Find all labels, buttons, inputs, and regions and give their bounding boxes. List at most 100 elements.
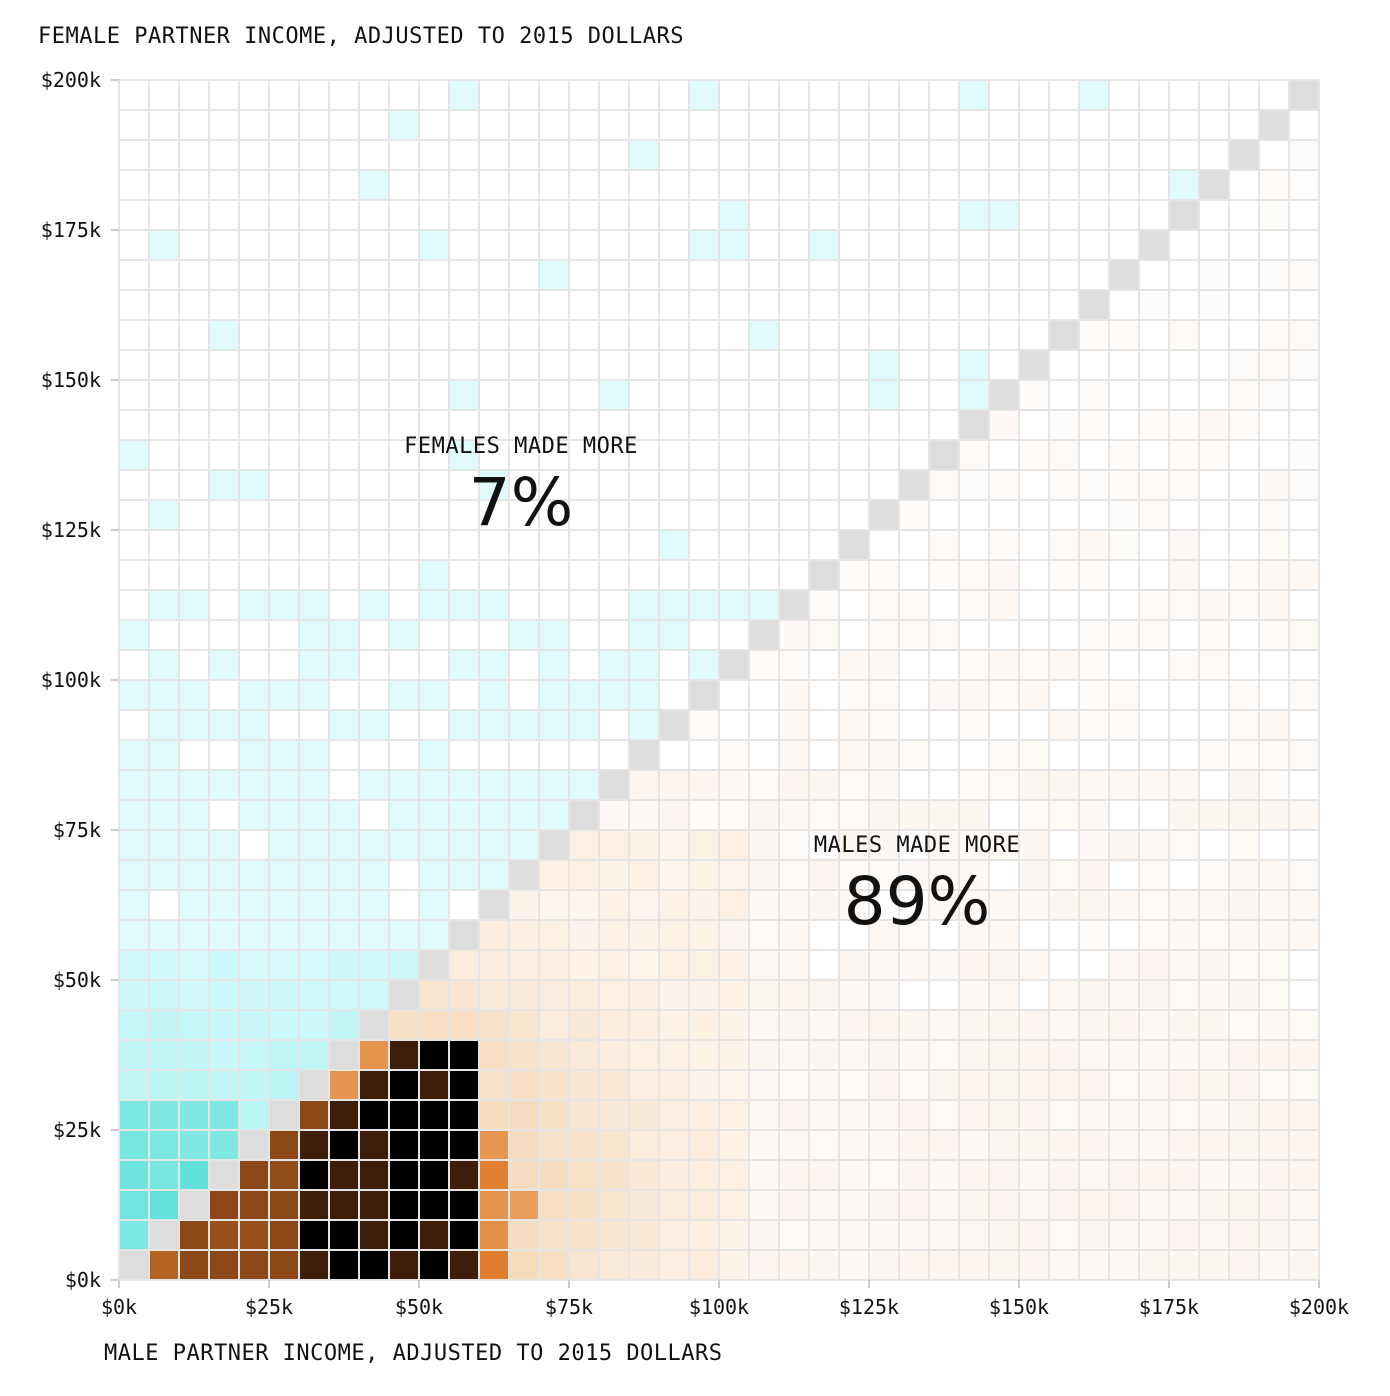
heatmap-cell: [868, 229, 900, 261]
y-tick-label: $100k: [41, 668, 101, 692]
heatmap-cell: [658, 79, 690, 111]
heatmap-cell: [928, 1099, 960, 1131]
heatmap-cell: [898, 619, 930, 651]
heatmap-cell: [238, 559, 270, 591]
heatmap-cell: [208, 199, 240, 231]
heatmap-cell: [598, 319, 630, 351]
heatmap-cell: [688, 979, 720, 1011]
heatmap-cell: [448, 1069, 480, 1101]
heatmap-cell: [1168, 1039, 1200, 1071]
heatmap-cell: [388, 889, 420, 921]
heatmap-cell: [1108, 589, 1140, 621]
heatmap-cell: [388, 409, 420, 441]
heatmap-cell: [328, 589, 360, 621]
heatmap-cell: [598, 439, 630, 471]
heatmap-cell: [958, 379, 990, 411]
heatmap-cell: [568, 319, 600, 351]
heatmap-cell: [1228, 589, 1260, 621]
heatmap-cell: [958, 739, 990, 771]
heatmap-cell: [508, 139, 540, 171]
heatmap-cell: [178, 1099, 210, 1131]
heatmap-cell: [1168, 619, 1200, 651]
heatmap-cell: [658, 1009, 690, 1041]
heatmap-cell: [118, 1009, 150, 1041]
heatmap-cell: [1138, 679, 1170, 711]
heatmap-cell: [268, 169, 300, 201]
heatmap-cell: [838, 439, 870, 471]
heatmap-cell: [268, 319, 300, 351]
heatmap-cell: [988, 79, 1020, 111]
heatmap-cell: [688, 1039, 720, 1071]
heatmap-cell: [748, 1159, 780, 1191]
heatmap-cell: [658, 1099, 690, 1131]
heatmap-cell: [988, 1129, 1020, 1161]
heatmap-cell: [178, 889, 210, 921]
heatmap-cell: [538, 1189, 570, 1221]
heatmap-cell: [1288, 1189, 1320, 1221]
heatmap-cell: [1198, 139, 1230, 171]
heatmap-cell: [118, 1069, 150, 1101]
heatmap-cell: [1078, 1189, 1110, 1221]
heatmap-cell: [1168, 1159, 1200, 1191]
heatmap-cell: [1108, 1039, 1140, 1071]
heatmap-cell: [1168, 919, 1200, 951]
heatmap-cell: [718, 259, 750, 291]
x-tick-label: $175k: [1139, 1295, 1199, 1319]
heatmap-cell: [178, 1189, 210, 1221]
heatmap-cell: [298, 229, 330, 261]
heatmap-cell: [808, 379, 840, 411]
heatmap-cell: [1018, 409, 1050, 441]
heatmap-cell: [1228, 679, 1260, 711]
heatmap-cell: [388, 949, 420, 981]
heatmap-cell: [238, 229, 270, 261]
heatmap-cell: [268, 469, 300, 501]
heatmap-cell: [868, 349, 900, 381]
heatmap-cell: [478, 979, 510, 1011]
heatmap-cell: [1288, 1009, 1320, 1041]
heatmap-cell: [838, 1249, 870, 1281]
heatmap-cell: [1018, 1189, 1050, 1221]
heatmap-cell: [1048, 1039, 1080, 1071]
heatmap-cell: [1168, 979, 1200, 1011]
heatmap-cell: [1198, 1069, 1230, 1101]
heatmap-cell: [1108, 829, 1140, 861]
heatmap-cell: [1048, 289, 1080, 321]
heatmap-cell: [748, 319, 780, 351]
heatmap-cell: [118, 469, 150, 501]
heatmap-cell: [418, 529, 450, 561]
heatmap-cell: [268, 379, 300, 411]
heatmap-cell: [478, 379, 510, 411]
heatmap-cell: [658, 919, 690, 951]
heatmap-cell: [478, 139, 510, 171]
heatmap-cell: [358, 709, 390, 741]
heatmap-cell: [418, 379, 450, 411]
heatmap-cell: [988, 289, 1020, 321]
heatmap-cell: [538, 109, 570, 141]
heatmap-cell: [598, 739, 630, 771]
heatmap-cell: [1108, 1099, 1140, 1131]
heatmap-cell: [1198, 949, 1230, 981]
heatmap-cell: [928, 1249, 960, 1281]
heatmap-cell: [358, 649, 390, 681]
heatmap-cell: [448, 259, 480, 291]
heatmap-cell: [988, 1189, 1020, 1221]
heatmap-cell: [688, 1069, 720, 1101]
heatmap-cell: [328, 349, 360, 381]
heatmap-cell: [958, 1099, 990, 1131]
heatmap-cell: [1108, 889, 1140, 921]
heatmap-cell: [1138, 829, 1170, 861]
heatmap-cell: [418, 169, 450, 201]
heatmap-cell: [448, 1189, 480, 1221]
heatmap-cell: [1198, 109, 1230, 141]
heatmap-cell: [988, 799, 1020, 831]
heatmap-cell: [1048, 739, 1080, 771]
heatmap-cell: [778, 109, 810, 141]
heatmap-cell: [388, 319, 420, 351]
heatmap-cell: [1048, 769, 1080, 801]
y-tick-label: $75k: [53, 818, 101, 842]
heatmap-cell: [1108, 409, 1140, 441]
heatmap-cell: [508, 979, 540, 1011]
heatmap-cell: [1168, 109, 1200, 141]
heatmap-cell: [1168, 949, 1200, 981]
heatmap-cell: [1168, 1069, 1200, 1101]
